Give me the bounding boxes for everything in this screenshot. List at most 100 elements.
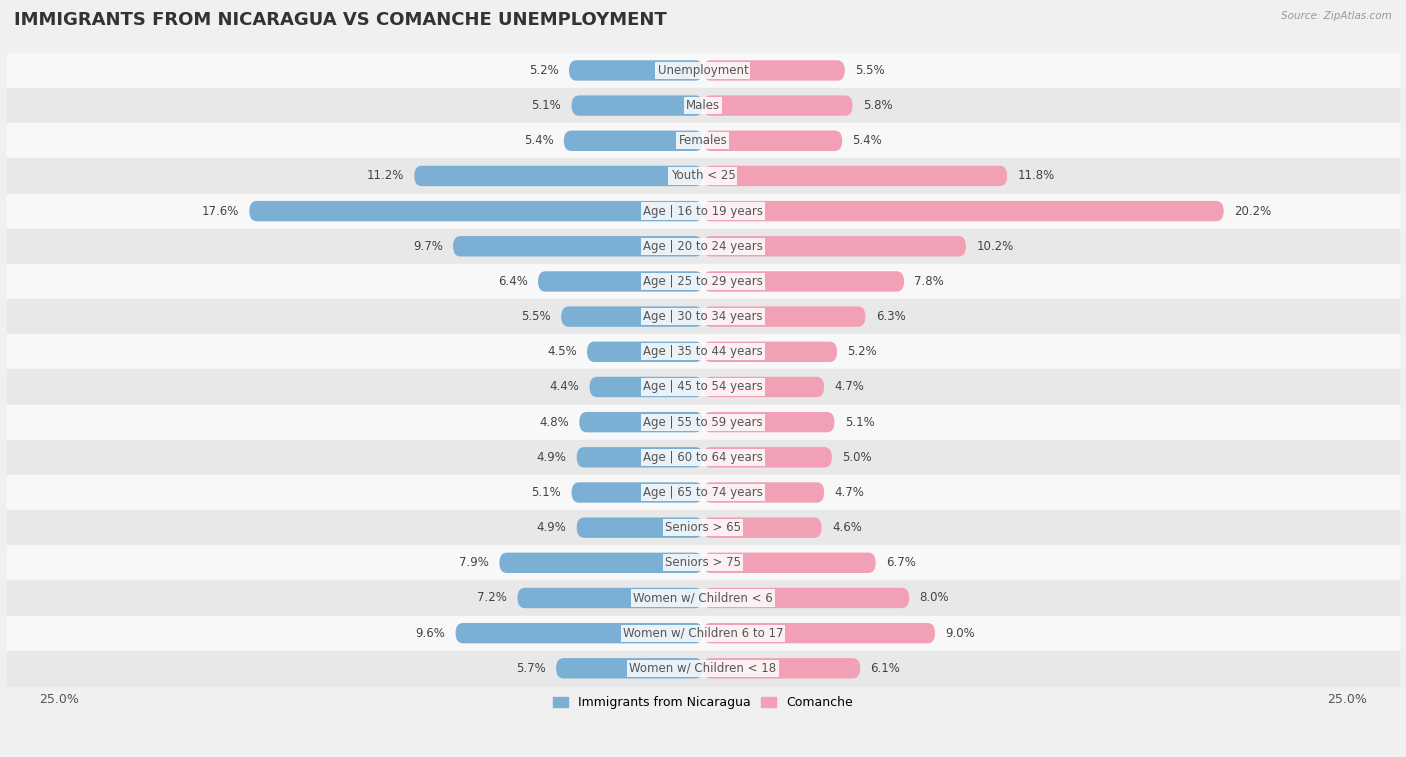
Text: 9.7%: 9.7% bbox=[413, 240, 443, 253]
FancyBboxPatch shape bbox=[499, 553, 703, 573]
FancyBboxPatch shape bbox=[561, 307, 703, 327]
Text: 4.8%: 4.8% bbox=[540, 416, 569, 428]
FancyBboxPatch shape bbox=[703, 201, 1223, 221]
Text: 4.6%: 4.6% bbox=[832, 521, 862, 534]
Text: 4.4%: 4.4% bbox=[550, 381, 579, 394]
FancyBboxPatch shape bbox=[588, 341, 703, 362]
Text: Age | 60 to 64 years: Age | 60 to 64 years bbox=[643, 451, 763, 464]
FancyBboxPatch shape bbox=[453, 236, 703, 257]
Text: 7.9%: 7.9% bbox=[460, 556, 489, 569]
FancyBboxPatch shape bbox=[538, 271, 703, 291]
Bar bbox=[7, 581, 1399, 615]
Text: 6.7%: 6.7% bbox=[886, 556, 915, 569]
Text: 11.2%: 11.2% bbox=[367, 170, 404, 182]
Text: 5.7%: 5.7% bbox=[516, 662, 546, 674]
Bar bbox=[7, 369, 1399, 404]
Bar bbox=[7, 123, 1399, 158]
Text: 5.1%: 5.1% bbox=[845, 416, 875, 428]
Text: 11.8%: 11.8% bbox=[1018, 170, 1054, 182]
Text: 9.0%: 9.0% bbox=[945, 627, 974, 640]
Text: Source: ZipAtlas.com: Source: ZipAtlas.com bbox=[1281, 11, 1392, 21]
FancyBboxPatch shape bbox=[703, 658, 860, 678]
Bar bbox=[7, 545, 1399, 581]
Text: 6.3%: 6.3% bbox=[876, 310, 905, 323]
Text: Women w/ Children < 18: Women w/ Children < 18 bbox=[630, 662, 776, 674]
Text: Age | 25 to 29 years: Age | 25 to 29 years bbox=[643, 275, 763, 288]
Bar bbox=[7, 440, 1399, 475]
Text: Age | 55 to 59 years: Age | 55 to 59 years bbox=[643, 416, 763, 428]
Text: 4.7%: 4.7% bbox=[834, 381, 865, 394]
Text: 17.6%: 17.6% bbox=[201, 204, 239, 217]
Text: Age | 20 to 24 years: Age | 20 to 24 years bbox=[643, 240, 763, 253]
Text: Age | 45 to 54 years: Age | 45 to 54 years bbox=[643, 381, 763, 394]
Text: Unemployment: Unemployment bbox=[658, 64, 748, 77]
FancyBboxPatch shape bbox=[703, 130, 842, 151]
Text: 8.0%: 8.0% bbox=[920, 591, 949, 605]
Text: Women w/ Children < 6: Women w/ Children < 6 bbox=[633, 591, 773, 605]
Bar bbox=[7, 615, 1399, 651]
Text: 4.7%: 4.7% bbox=[834, 486, 865, 499]
Bar bbox=[7, 510, 1399, 545]
Text: 4.5%: 4.5% bbox=[547, 345, 576, 358]
Bar bbox=[7, 264, 1399, 299]
FancyBboxPatch shape bbox=[572, 482, 703, 503]
Text: 5.5%: 5.5% bbox=[855, 64, 884, 77]
Legend: Immigrants from Nicaragua, Comanche: Immigrants from Nicaragua, Comanche bbox=[548, 691, 858, 715]
Text: 6.4%: 6.4% bbox=[498, 275, 527, 288]
Bar bbox=[7, 194, 1399, 229]
Bar bbox=[7, 229, 1399, 264]
Text: 5.0%: 5.0% bbox=[842, 451, 872, 464]
Bar bbox=[7, 651, 1399, 686]
Text: 7.2%: 7.2% bbox=[477, 591, 508, 605]
Text: 5.4%: 5.4% bbox=[524, 134, 554, 148]
FancyBboxPatch shape bbox=[703, 341, 837, 362]
Text: IMMIGRANTS FROM NICARAGUA VS COMANCHE UNEMPLOYMENT: IMMIGRANTS FROM NICARAGUA VS COMANCHE UN… bbox=[14, 11, 666, 30]
FancyBboxPatch shape bbox=[579, 412, 703, 432]
FancyBboxPatch shape bbox=[576, 447, 703, 468]
Text: Males: Males bbox=[686, 99, 720, 112]
FancyBboxPatch shape bbox=[703, 412, 834, 432]
FancyBboxPatch shape bbox=[703, 518, 821, 537]
Text: Seniors > 65: Seniors > 65 bbox=[665, 521, 741, 534]
FancyBboxPatch shape bbox=[572, 95, 703, 116]
FancyBboxPatch shape bbox=[517, 587, 703, 608]
Text: Age | 65 to 74 years: Age | 65 to 74 years bbox=[643, 486, 763, 499]
Text: 5.1%: 5.1% bbox=[531, 99, 561, 112]
FancyBboxPatch shape bbox=[557, 658, 703, 678]
Text: 4.9%: 4.9% bbox=[537, 451, 567, 464]
Text: 7.8%: 7.8% bbox=[914, 275, 943, 288]
Text: Age | 35 to 44 years: Age | 35 to 44 years bbox=[643, 345, 763, 358]
Text: 9.6%: 9.6% bbox=[415, 627, 446, 640]
Text: 5.2%: 5.2% bbox=[529, 64, 558, 77]
FancyBboxPatch shape bbox=[415, 166, 703, 186]
FancyBboxPatch shape bbox=[703, 553, 876, 573]
FancyBboxPatch shape bbox=[703, 587, 910, 608]
FancyBboxPatch shape bbox=[703, 61, 845, 81]
FancyBboxPatch shape bbox=[569, 61, 703, 81]
FancyBboxPatch shape bbox=[703, 307, 865, 327]
Text: Age | 30 to 34 years: Age | 30 to 34 years bbox=[643, 310, 763, 323]
FancyBboxPatch shape bbox=[576, 518, 703, 537]
FancyBboxPatch shape bbox=[703, 623, 935, 643]
Text: 4.9%: 4.9% bbox=[537, 521, 567, 534]
Bar bbox=[7, 404, 1399, 440]
FancyBboxPatch shape bbox=[703, 95, 852, 116]
Bar bbox=[7, 53, 1399, 88]
FancyBboxPatch shape bbox=[564, 130, 703, 151]
Bar bbox=[7, 334, 1399, 369]
Text: 5.8%: 5.8% bbox=[863, 99, 893, 112]
FancyBboxPatch shape bbox=[703, 482, 824, 503]
Text: Females: Females bbox=[679, 134, 727, 148]
Text: Seniors > 75: Seniors > 75 bbox=[665, 556, 741, 569]
Text: 10.2%: 10.2% bbox=[976, 240, 1014, 253]
Text: Women w/ Children 6 to 17: Women w/ Children 6 to 17 bbox=[623, 627, 783, 640]
Text: Age | 16 to 19 years: Age | 16 to 19 years bbox=[643, 204, 763, 217]
FancyBboxPatch shape bbox=[703, 447, 832, 468]
Bar bbox=[7, 88, 1399, 123]
Text: 6.1%: 6.1% bbox=[870, 662, 900, 674]
Bar bbox=[7, 299, 1399, 334]
FancyBboxPatch shape bbox=[703, 271, 904, 291]
Text: 5.5%: 5.5% bbox=[522, 310, 551, 323]
Bar bbox=[7, 158, 1399, 194]
FancyBboxPatch shape bbox=[703, 377, 824, 397]
